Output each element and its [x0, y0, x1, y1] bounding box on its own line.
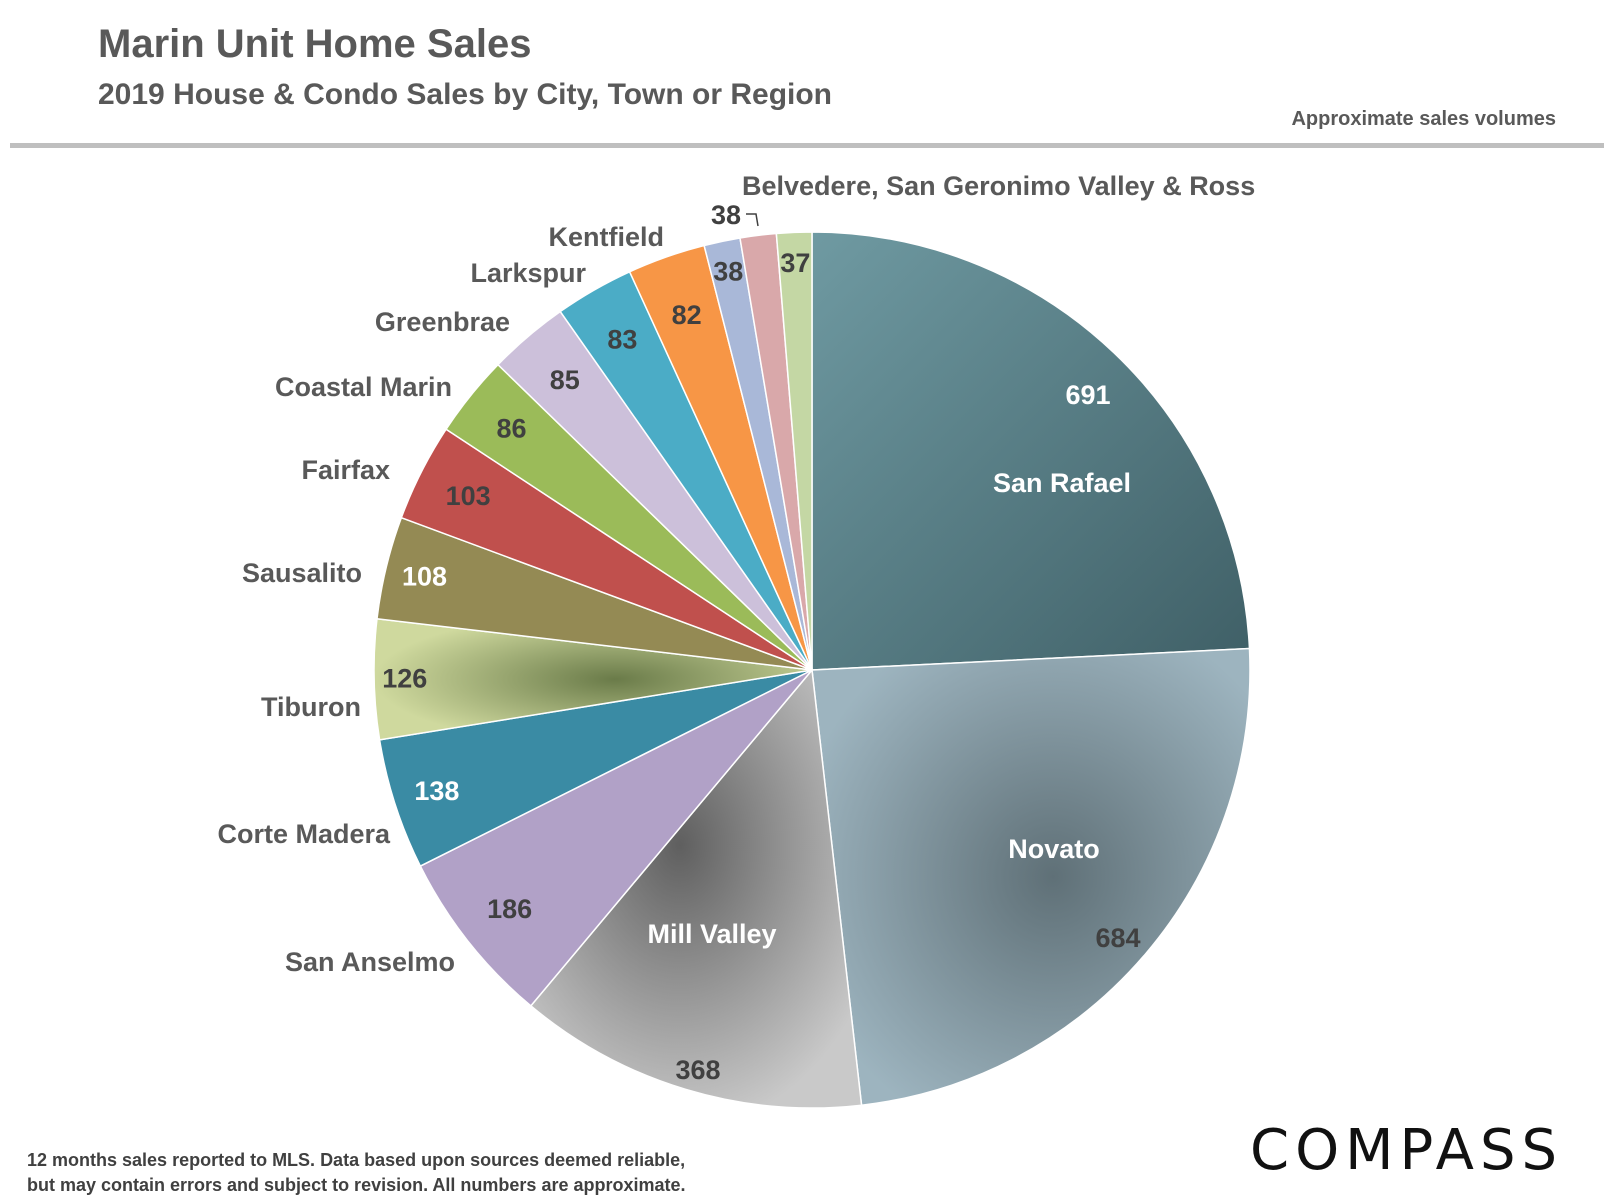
category-label-larkspur: Larkspur [470, 258, 586, 288]
value-label-san-anselmo: 186 [487, 894, 532, 924]
category-label-sausalito: Sausalito [242, 558, 362, 588]
volume-note: Approximate sales volumes [1291, 108, 1556, 130]
chart-subtitle: 2019 House & Condo Sales by City, Town o… [98, 78, 833, 111]
category-label-san-anselmo: San Anselmo [285, 947, 455, 977]
value-label-slice-13: 38 [713, 256, 743, 286]
pie-slice-novato [811, 647, 1251, 1107]
header-divider [10, 143, 1604, 148]
group-label-belvedere-san-geronimo-ross: Belvedere, San Geronimo Valley & Ross [742, 171, 1255, 201]
footnote-line-1: 12 months sales reported to MLS. Data ba… [27, 1150, 686, 1170]
value-label-slice-14: 38 [711, 200, 741, 230]
footnote: 12 months sales reported to MLS. Data ba… [27, 1148, 747, 1198]
category-label-kentfield: Kentfield [548, 222, 664, 252]
pie-slice-mill-valley [529, 668, 863, 1109]
category-label-greenbrae: Greenbrae [375, 307, 510, 337]
value-label-larkspur: 83 [607, 324, 637, 354]
category-label-corte-madera: Corte Madera [217, 819, 391, 849]
pie-labels: 691 San Rafael 684 Novato 368 Mill Valley 186 S… [217, 171, 1255, 1085]
value-label-novato: 684 [1095, 923, 1140, 953]
value-label-mill-valley: 368 [675, 1055, 720, 1085]
pie-slice-san-anselmo [419, 669, 813, 1007]
value-label-kentfield: 82 [672, 300, 702, 330]
category-label-mill-valley: Mill Valley [647, 919, 776, 949]
value-label-sausalito: 108 [402, 562, 447, 592]
category-label-novato: Novato [1008, 834, 1100, 864]
value-label-fairfax: 103 [446, 481, 491, 511]
value-label-slice-15: 37 [780, 248, 810, 278]
category-label-san-rafael: San Rafael [993, 468, 1131, 498]
compass-logo: COMPASS [1250, 1118, 1564, 1183]
pie-slices [373, 231, 1251, 1109]
leader-line [746, 213, 759, 227]
value-label-corte-madera: 138 [414, 776, 459, 806]
value-label-coastal-marin: 86 [496, 414, 526, 444]
chart-title: Marin Unit Home Sales [98, 22, 532, 66]
category-label-fairfax: Fairfax [301, 455, 390, 485]
category-label-coastal-marin: Coastal Marin [275, 372, 452, 402]
category-label-tiburon: Tiburon [261, 692, 361, 722]
pie-slice-slice-15 [775, 231, 813, 671]
value-label-tiburon: 126 [382, 664, 427, 694]
value-label-greenbrae: 85 [550, 365, 580, 395]
pie-slice-san-rafael [811, 231, 1251, 671]
footnote-line-2: but may contain errors and subject to re… [27, 1175, 686, 1195]
value-label-san-rafael: 691 [1065, 380, 1110, 410]
